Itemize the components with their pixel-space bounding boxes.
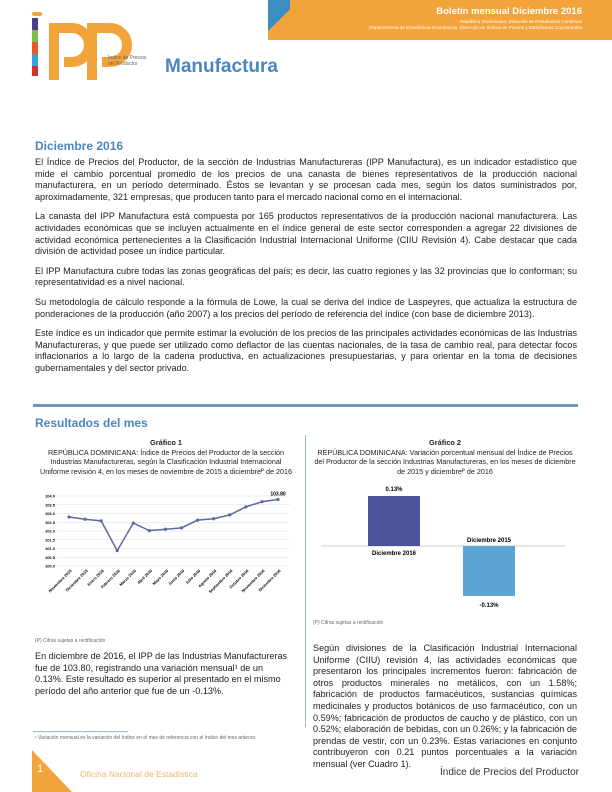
paragraph: El Índice de Precios del Productor, de l… [35, 157, 577, 202]
bar [463, 546, 515, 596]
section-heading: Diciembre 2016 [35, 139, 124, 153]
header-banner [268, 0, 612, 40]
section-divider [33, 404, 578, 407]
category-label: Diciembre 2015 [467, 538, 512, 544]
ipp-logo [32, 12, 132, 80]
y-tick-label: 102.0 [45, 529, 56, 534]
page-title: Manufactura [165, 56, 278, 77]
data-point [196, 518, 200, 522]
chart1-title: REPÚBLICA DOMINICANA: Índice de Precios … [40, 447, 292, 476]
bar [368, 496, 420, 546]
paragraph: Este índice es un indicador que permite … [35, 328, 577, 373]
paragraph: Su metodología de cálculo responde a la … [35, 296, 577, 319]
data-point [83, 517, 87, 521]
chart1-plot: 100.0 100.5 101.0 101.5 102.0 102.5 103.0 103.5… [45, 492, 290, 594]
y-tick-label: 101.5 [45, 537, 56, 542]
footnote-rule [33, 731, 128, 732]
sub2: Departamento de Estadísticas Económicas.… [369, 25, 582, 30]
y-tick-label: 102.5 [45, 520, 56, 525]
paragraph: La canasta del IPP Manufactura está comp… [35, 211, 577, 257]
y-tick-label: 103.0 [45, 511, 56, 516]
y-tick-label: 100.5 [45, 555, 56, 560]
bulletin-subtitle: República Dominicana. Dirección de Estad… [369, 19, 582, 31]
data-point [115, 549, 119, 553]
footer-org: Oficina Nacional de Estadística [80, 769, 198, 779]
bulletin-title: Boletín mensual Diciembre 2016 [436, 6, 582, 17]
data-label: 0.13% [385, 487, 403, 493]
chart1-note: (P) Cifras sujetas a rectificación [35, 637, 106, 644]
page-number: 1 [37, 763, 44, 775]
paragraph: El IPP Manufactura cubre todas las zonas… [35, 265, 577, 288]
column-divider [305, 435, 306, 727]
chart1-label: Gráfico 1 [149, 438, 183, 447]
data-point [147, 529, 151, 533]
right-text: Según divisiones de la Clasificación Ind… [313, 643, 577, 769]
chart2: Gráfico 2 REPÚBLICA DOMINICANA: Variación… [313, 438, 577, 629]
chart2-title: REPÚBLICA DOMINICANA: Variación porcentu… [314, 447, 576, 476]
data-point [163, 527, 168, 531]
data-label: 103.80 [270, 492, 286, 498]
x-tick-label: Junio 2016 [167, 568, 186, 587]
sub1: República Dominicana. Dirección de Estad… [459, 19, 582, 24]
y-tick-label: 101.0 [45, 546, 56, 551]
chart2-note: (P) Cifras sujetas a rectificación [313, 619, 384, 626]
data-point [179, 526, 184, 530]
chart2-label: Gráfico 2 [428, 438, 462, 447]
intro-text: El Índice de Precios del Productor, de l… [35, 157, 577, 383]
logo-text: Índice de Precios del Productor [108, 55, 147, 67]
banner-accent [268, 0, 290, 40]
data-point [260, 500, 264, 504]
data-point [67, 515, 71, 519]
footnote: ¹ Variación mensual es la variación del … [35, 735, 257, 741]
chart2-plot: 0.13% Diciembre 2016 -0.13% Diciembre 2015 [321, 487, 565, 609]
left-text: En diciembre de 2016, el IPP de las Indu… [35, 651, 288, 696]
data-label: -0.13% [479, 603, 499, 609]
data-point [131, 521, 135, 525]
data-point [228, 513, 232, 517]
footer-triangle [32, 750, 72, 792]
y-tick-label: 103.5 [45, 502, 56, 507]
category-label: Diciembre 2016 [372, 551, 417, 557]
data-point [99, 519, 103, 523]
x-tick-label: Marzo 2016 [118, 568, 137, 587]
data-point [244, 505, 248, 509]
y-tick-label: 104.0 [45, 494, 56, 499]
results-heading: Resultados del mes [35, 416, 148, 430]
y-tick-label: 100.0 [45, 564, 56, 569]
series-line [68, 498, 279, 553]
data-point [276, 497, 280, 502]
footer-title: Índice de Precios del Productor [440, 767, 579, 778]
data-point [212, 517, 216, 521]
chart1: Gráfico 1 REPÚBLICA DOMINICANA: Índice de… [35, 438, 297, 647]
